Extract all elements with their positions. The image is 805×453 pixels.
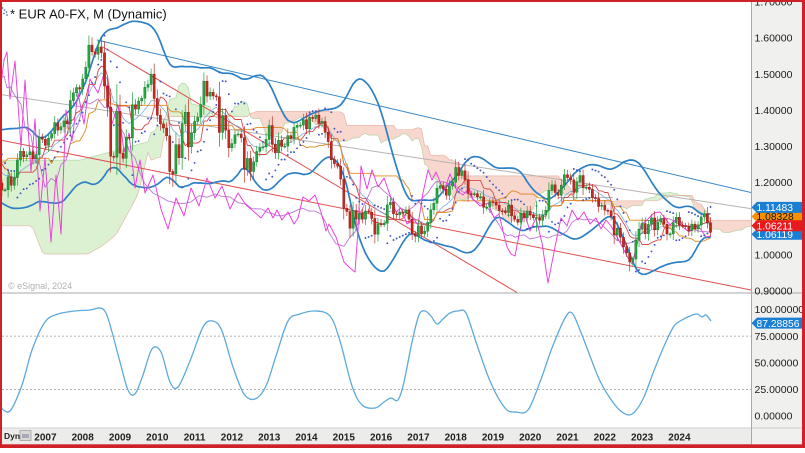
svg-text:2007: 2007 [34, 433, 57, 444]
svg-text:1.70000: 1.70000 [755, 0, 793, 9]
svg-text:0.00000: 0.00000 [755, 411, 793, 423]
svg-text:2014: 2014 [295, 433, 318, 444]
svg-text:2019: 2019 [482, 433, 505, 444]
svg-text:1.30000: 1.30000 [755, 141, 793, 153]
svg-text:2023: 2023 [631, 433, 654, 444]
svg-text:1.20000: 1.20000 [755, 177, 793, 189]
svg-text:2010: 2010 [146, 433, 169, 444]
svg-text:2012: 2012 [221, 433, 244, 444]
svg-text:25.00000: 25.00000 [755, 384, 799, 396]
svg-text:50.00000: 50.00000 [755, 357, 799, 369]
svg-text:2008: 2008 [72, 433, 95, 444]
svg-text:© eSignal, 2024: © eSignal, 2024 [8, 281, 72, 291]
svg-text:0.90000: 0.90000 [755, 285, 793, 297]
svg-text:100.00000: 100.00000 [755, 304, 805, 316]
svg-text:1.08328: 1.08328 [757, 212, 794, 223]
svg-text:2016: 2016 [370, 433, 393, 444]
svg-text:1.00000: 1.00000 [755, 249, 793, 261]
svg-text:75.00000: 75.00000 [755, 331, 799, 343]
svg-text:1.50000: 1.50000 [755, 69, 793, 81]
svg-text:2024: 2024 [668, 433, 691, 444]
svg-text:2009: 2009 [109, 433, 132, 444]
svg-text:2011: 2011 [184, 433, 206, 444]
svg-text:Dyn: Dyn [4, 431, 20, 441]
svg-text:* EUR A0-FX, M (Dynamic): * EUR A0-FX, M (Dynamic) [10, 7, 167, 22]
svg-text:1.06119: 1.06119 [757, 230, 794, 241]
svg-text:2015: 2015 [333, 433, 356, 444]
svg-text:1.40000: 1.40000 [755, 105, 793, 117]
svg-text:2013: 2013 [258, 433, 281, 444]
svg-text:1.06211: 1.06211 [757, 221, 794, 232]
svg-text:2022: 2022 [594, 433, 617, 444]
svg-text:1.11483: 1.11483 [757, 203, 794, 214]
svg-text:2017: 2017 [407, 433, 430, 444]
svg-text:2020: 2020 [519, 433, 542, 444]
svg-text:2021: 2021 [556, 433, 579, 444]
svg-text:87.28856: 87.28856 [757, 319, 800, 330]
svg-text:2018: 2018 [445, 433, 468, 444]
svg-text:1.60000: 1.60000 [755, 33, 793, 45]
